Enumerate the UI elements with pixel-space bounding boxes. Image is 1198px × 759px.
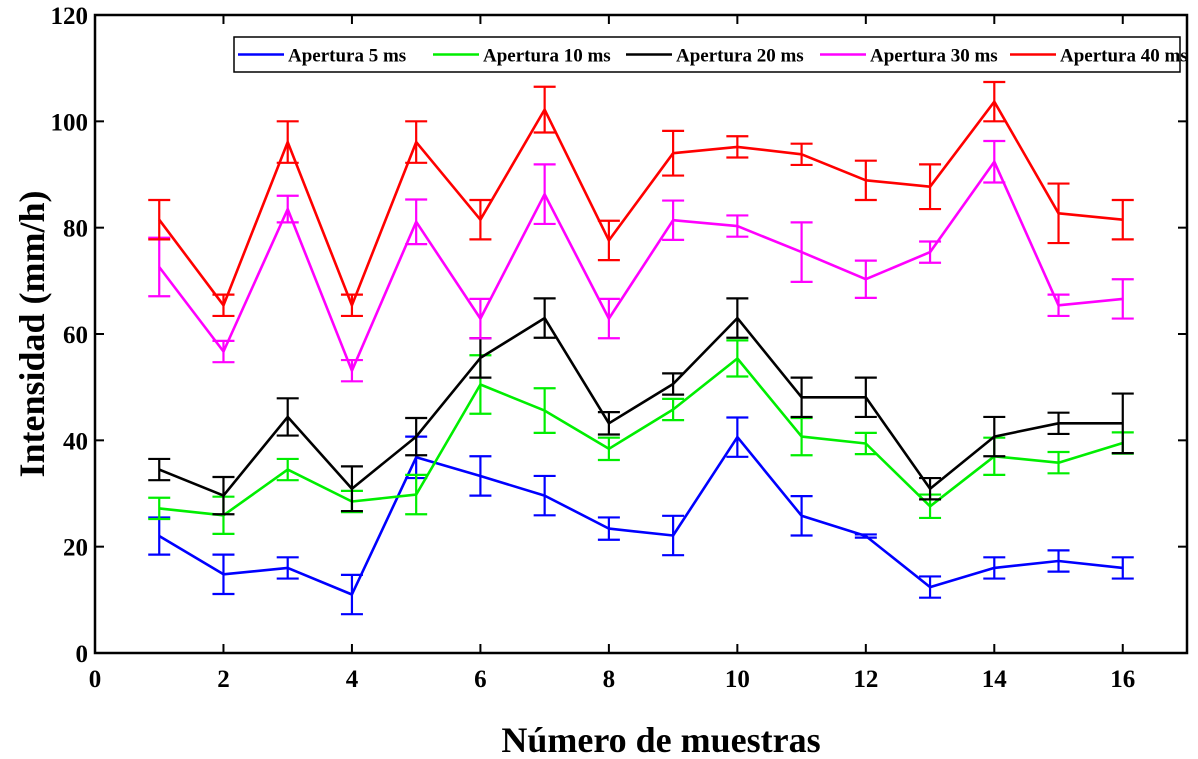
x-axis-label: Número de muestras — [501, 720, 820, 759]
x-tick-label: 12 — [853, 666, 878, 693]
y-tick-label: 120 — [51, 3, 89, 30]
legend-label: Apertura 40 ms — [1060, 46, 1188, 67]
plot-area-frame — [93, 13, 1189, 655]
axis-ticks: 0 2 4 6 8 10 12 14 16 0 20 40 60 80 100 120 — [51, 3, 1187, 693]
legend-item: Apertura 5 ms — [238, 46, 406, 67]
x-tick-label: 8 — [603, 666, 616, 693]
legend-item: Apertura 30 ms — [820, 46, 998, 67]
y-tick-label: 80 — [63, 216, 88, 243]
y-tick-label: 60 — [63, 322, 88, 349]
x-tick-label: 14 — [982, 666, 1008, 693]
series-line — [159, 357, 1124, 517]
series-1 — [148, 416, 1134, 616]
x-tick-label: 0 — [89, 666, 102, 693]
y-tick-label: 40 — [63, 428, 88, 455]
y-axis-label: Intensidad (mm/h) — [12, 190, 52, 477]
legend-label: Apertura 20 ms — [676, 46, 804, 67]
legend-label: Apertura 10 ms — [483, 46, 611, 67]
series-3 — [148, 297, 1134, 516]
series-4 — [148, 139, 1134, 383]
series-line — [158, 100, 1123, 307]
legend-item: Apertura 10 ms — [433, 46, 611, 67]
plot-marks — [148, 80, 1134, 616]
x-tick-label: 4 — [346, 666, 359, 693]
x-tick-label: 16 — [1110, 666, 1135, 693]
series-line — [158, 316, 1123, 497]
series-2 — [148, 339, 1134, 536]
series-5 — [148, 80, 1134, 318]
legend-label: Apertura 5 ms — [288, 46, 406, 67]
legend-item: Apertura 20 ms — [626, 46, 804, 67]
legend: Apertura 5 ms Apertura 10 ms Apertura 20 m… — [233, 36, 1188, 73]
series-line — [158, 435, 1123, 596]
legend-item: Apertura 40 ms — [1010, 46, 1188, 67]
series-line — [158, 160, 1123, 373]
x-tick-label: 10 — [725, 666, 750, 693]
y-tick-label: 20 — [63, 535, 88, 562]
x-tick-label: 6 — [474, 666, 487, 693]
y-tick-label: 0 — [76, 641, 89, 668]
x-tick-label: 2 — [217, 666, 230, 693]
legend-label: Apertura 30 ms — [870, 46, 998, 67]
y-tick-label: 100 — [51, 109, 89, 136]
